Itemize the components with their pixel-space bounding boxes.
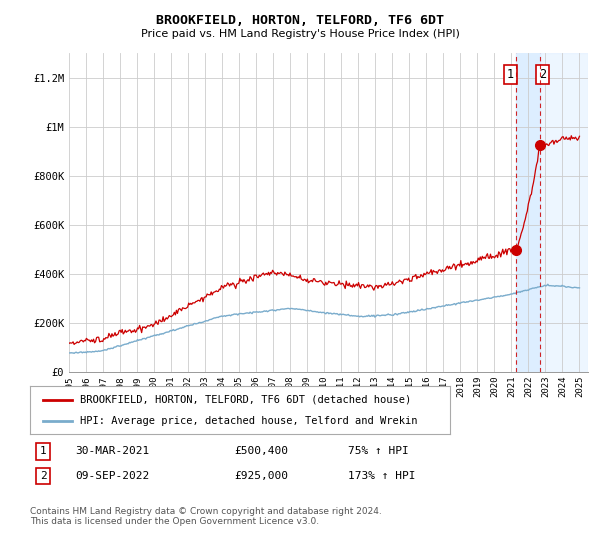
Text: 09-SEP-2022: 09-SEP-2022 [75,471,149,481]
Text: Contains HM Land Registry data © Crown copyright and database right 2024.
This d: Contains HM Land Registry data © Crown c… [30,507,382,526]
Bar [540,53,588,372]
Text: BROOKFIELD, HORTON, TELFORD, TF6 6DT (detached house): BROOKFIELD, HORTON, TELFORD, TF6 6DT (de… [80,395,412,405]
Text: Price paid vs. HM Land Registry's House Price Index (HPI): Price paid vs. HM Land Registry's House … [140,29,460,39]
Text: HPI: Average price, detached house, Telford and Wrekin: HPI: Average price, detached house, Telf… [80,416,418,426]
Text: 75% ↑ HPI: 75% ↑ HPI [348,446,409,456]
Text: 2: 2 [539,68,546,81]
Text: 1: 1 [507,68,514,81]
Bar [515,53,540,372]
Text: £500,400: £500,400 [234,446,288,456]
Text: 173% ↑ HPI: 173% ↑ HPI [348,471,415,481]
Text: 1: 1 [40,446,47,456]
Text: 2: 2 [40,471,47,481]
Text: BROOKFIELD, HORTON, TELFORD, TF6 6DT: BROOKFIELD, HORTON, TELFORD, TF6 6DT [156,14,444,27]
Text: £925,000: £925,000 [234,471,288,481]
Text: 30-MAR-2021: 30-MAR-2021 [75,446,149,456]
